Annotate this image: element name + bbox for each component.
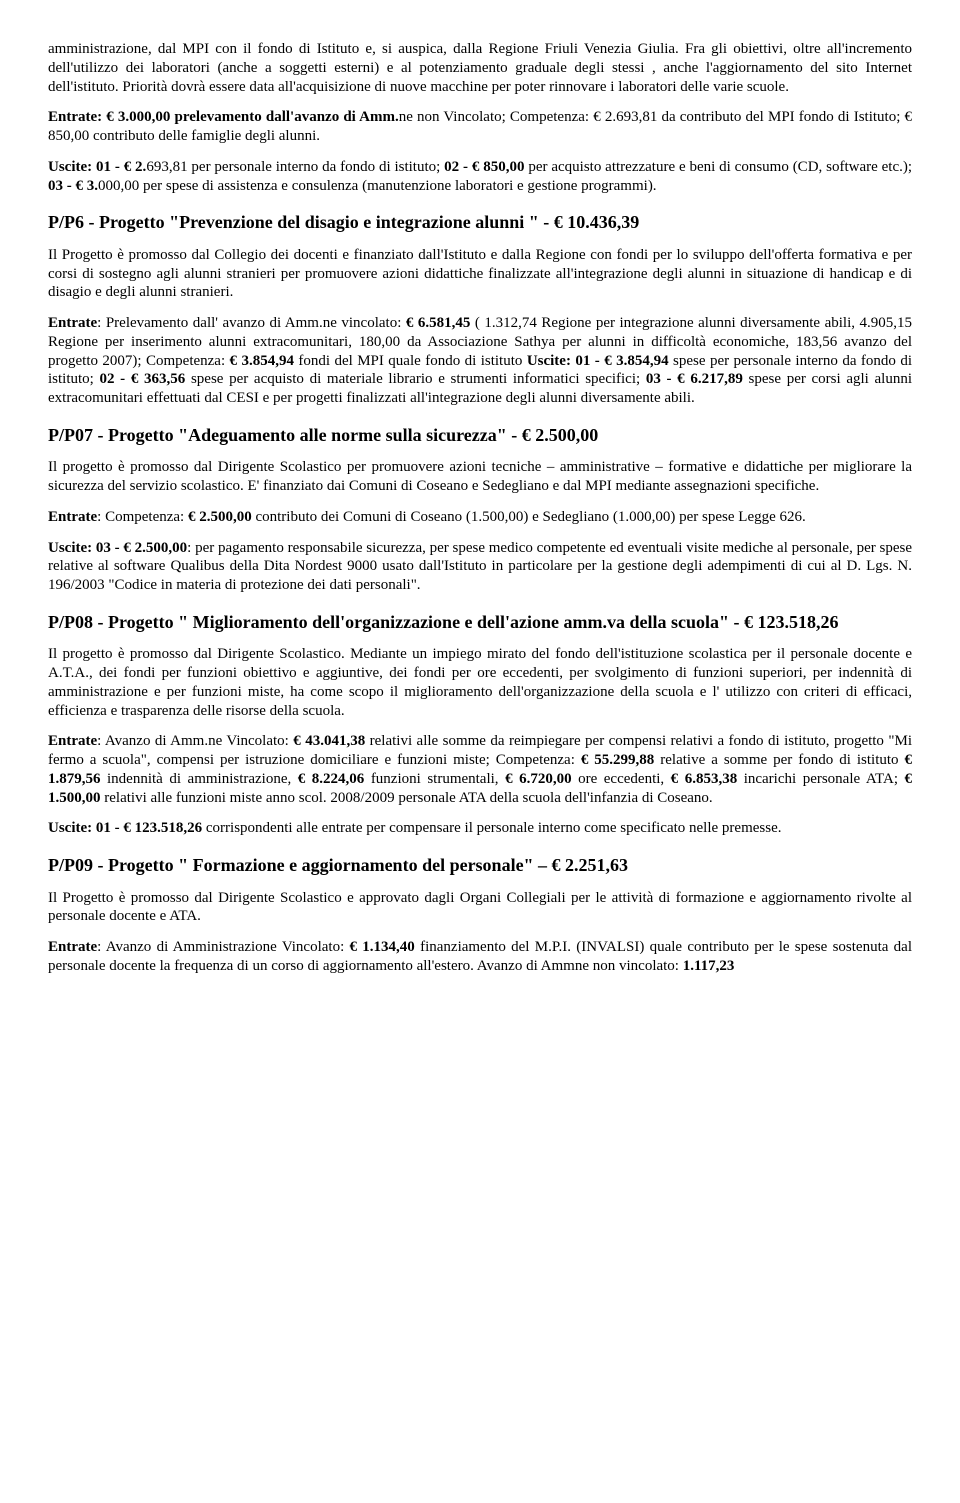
paragraph-intro: amministrazione, dal MPI con il fondo di…: [48, 40, 912, 96]
p07-entrate-t2: contributo dei Comuni di Coseano (1.500,…: [252, 509, 806, 525]
p07-entrate-t1: : Competenza:: [97, 509, 188, 525]
p07-entrate-amt: € 2.500,00: [188, 509, 252, 525]
entrate-label: Entrate: € 3.000,00 prelevamento dall'av…: [48, 109, 399, 125]
paragraph-p09-desc: Il Progetto è promosso dal Dirigente Sco…: [48, 889, 912, 927]
p6-uscite-t2: spese per acquisto di materiale librario…: [191, 371, 646, 387]
paragraph-p08-uscite: Uscite: 01 - € 123.518,26 corrispondenti…: [48, 819, 912, 838]
paragraph-entrate-1: Entrate: € 3.000,00 prelevamento dall'av…: [48, 108, 912, 146]
uscite-text-2: per acquisto attrezzature e beni di cons…: [528, 159, 912, 175]
p6-entrate-amt2: € 3.854,94: [230, 353, 299, 369]
p08-uscite-text: corrispondenti alle entrate per compensa…: [206, 820, 782, 836]
paragraph-p09-entrate: Entrate: Avanzo di Amministrazione Vinco…: [48, 938, 912, 976]
paragraph-p07-entrate: Entrate: Competenza: € 2.500,00 contribu…: [48, 508, 912, 527]
uscite-label: Uscite: 01 - € 2.: [48, 159, 146, 175]
uscite-03: 03 - € 3.: [48, 178, 98, 194]
heading-p09: P/P09 - Progetto " Formazione e aggiorna…: [48, 854, 912, 877]
p6-entrate-t3: fondi del MPI quale fondo di istituto: [298, 353, 526, 369]
p08-t5: funzioni strumentali,: [364, 771, 505, 787]
p08-amt6: € 6.853,38: [671, 771, 738, 787]
p6-entrate-amt1: € 6.581,45: [406, 315, 475, 331]
p08-t4: indennità di amministrazione,: [101, 771, 298, 787]
p6-uscite-label: Uscite: 01 - € 3.854,94: [527, 353, 673, 369]
paragraph-p08-entrate: Entrate: Avanzo di Amm.ne Vincolato: € 4…: [48, 732, 912, 807]
p07-entrate-label: Entrate: [48, 509, 97, 525]
p09-amt2: 1.117,23: [683, 958, 735, 974]
p09-entrate-label: Entrate: [48, 939, 97, 955]
heading-p08: P/P08 - Progetto " Miglioramento dell'or…: [48, 611, 912, 634]
p08-uscite-label: Uscite: 01 - € 123.518,26: [48, 820, 206, 836]
p08-amt1: € 43.041,38: [293, 733, 365, 749]
p6-uscite-02: 02 - € 363,56: [100, 371, 191, 387]
p08-t1: : Avanzo di Amm.ne Vincolato:: [97, 733, 293, 749]
p08-amt2: € 55.299,88: [581, 752, 654, 768]
p6-entrate-t1: : Prelevamento dall' avanzo di Amm.ne vi…: [97, 315, 406, 331]
p08-t7: incarichi personale ATA;: [737, 771, 904, 787]
p08-t6: ore eccedenti,: [572, 771, 671, 787]
p6-uscite-03: 03 - € 6.217,89: [646, 371, 743, 387]
paragraph-p07-uscite: Uscite: 03 - € 2.500,00: per pagamento r…: [48, 539, 912, 595]
p08-entrate-label: Entrate: [48, 733, 97, 749]
heading-p07: P/P07 - Progetto "Adeguamento alle norme…: [48, 424, 912, 447]
p08-amt5: € 6.720,00: [505, 771, 572, 787]
paragraph-p6-entrate: Entrate: Prelevamento dall' avanzo di Am…: [48, 314, 912, 408]
p07-uscite-label: Uscite: 03 - € 2.500,00: [48, 540, 187, 556]
paragraph-p6-desc: Il Progetto è promosso dal Collegio dei …: [48, 246, 912, 302]
paragraph-uscite-1: Uscite: 01 - € 2.693,81 per personale in…: [48, 158, 912, 196]
heading-p6: P/P6 - Progetto "Prevenzione del disagio…: [48, 211, 912, 234]
p08-t8: relativi alle funzioni miste anno scol. …: [101, 790, 713, 806]
p6-entrate-label: Entrate: [48, 315, 97, 331]
p09-t1: : Avanzo di Amministrazione Vincolato:: [97, 939, 349, 955]
p09-amt1: € 1.134,40: [350, 939, 415, 955]
paragraph-p07-desc: Il progetto è promosso dal Dirigente Sco…: [48, 458, 912, 496]
uscite-02: 02 - € 850,00: [440, 159, 528, 175]
uscite-text-3: 000,00 per spese di assistenza e consule…: [98, 178, 657, 194]
p08-t3: relative a somme per fondo di istituto: [654, 752, 904, 768]
p08-amt4: € 8.224,06: [298, 771, 365, 787]
paragraph-p08-desc: Il progetto è promosso dal Dirigente Sco…: [48, 645, 912, 720]
uscite-text-1: 693,81 per personale interno da fondo di…: [146, 159, 440, 175]
